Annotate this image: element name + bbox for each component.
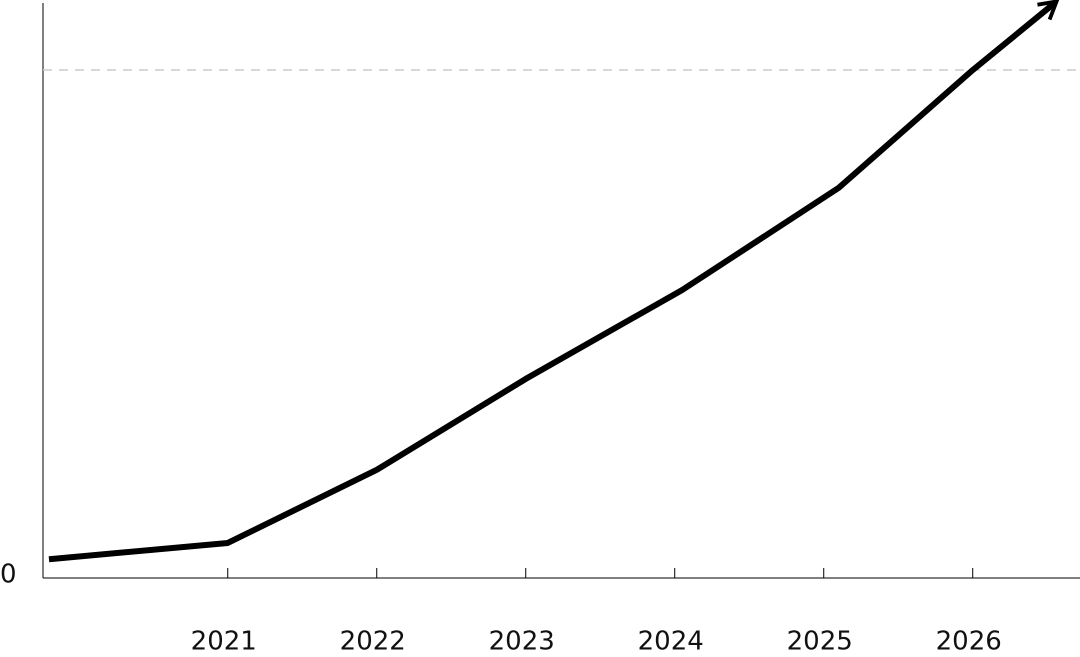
line <box>48 0 1060 563</box>
y-tick-label: 0 <box>0 560 17 590</box>
x-tick-label: 2026 <box>936 627 1002 657</box>
x-tick-label: 2023 <box>489 627 555 657</box>
x-tick-label: 2022 <box>340 627 406 657</box>
x-tick-label: 2024 <box>638 627 704 657</box>
x-tick-label: 2025 <box>787 627 853 657</box>
x-tick-label: 2021 <box>191 627 257 657</box>
